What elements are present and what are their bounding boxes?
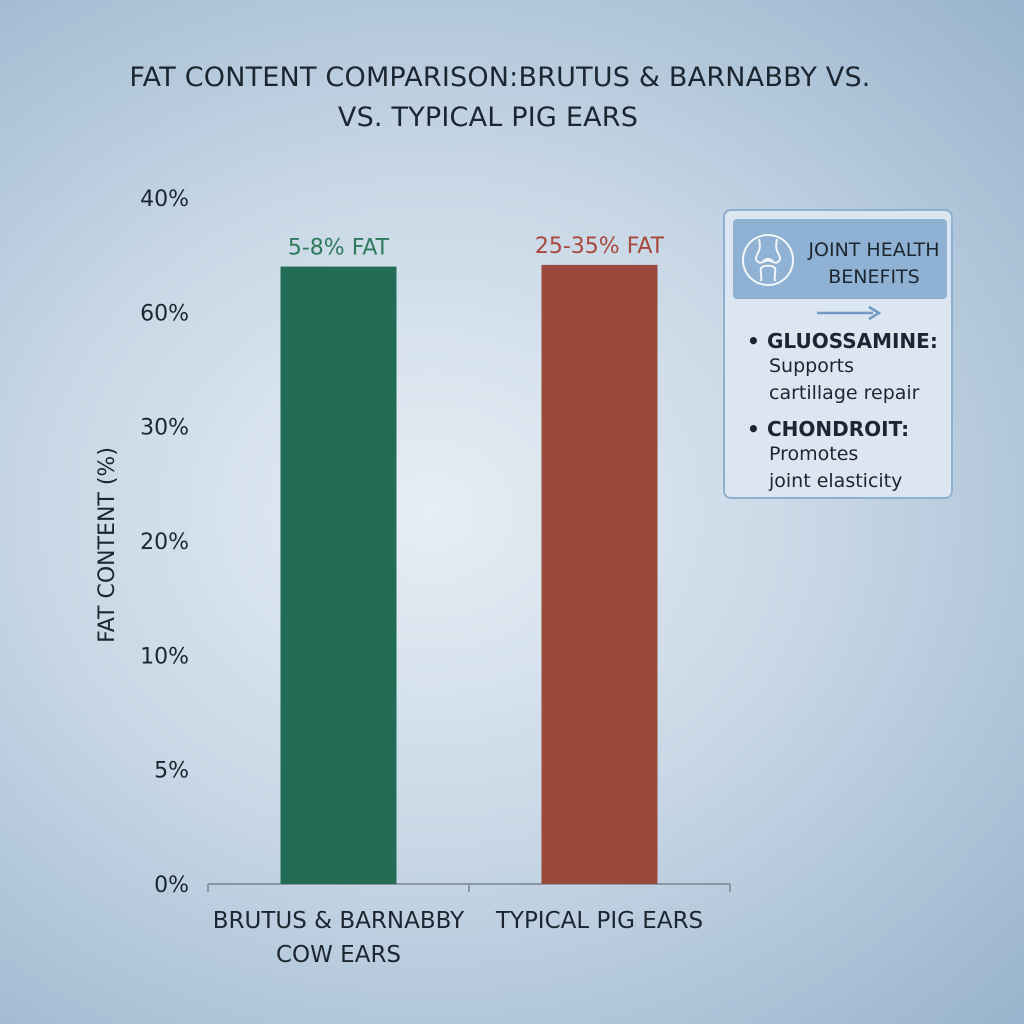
panel-title-line-1: JOINT HEALTH — [808, 239, 940, 261]
y-tick-label: 30% — [140, 416, 189, 441]
y-axis-ticks: 40% 60% 30% 20% 10% 5% 0% — [140, 187, 189, 898]
data-label: 25-35% FAT — [535, 234, 665, 259]
benefit-description-line: cartillage repair — [769, 382, 920, 404]
arrow-right-icon — [817, 305, 882, 321]
y-tick-label: 5% — [154, 759, 189, 784]
benefit-item: CHONDROIT: Promotes joint elasticity — [747, 417, 947, 495]
bar — [541, 264, 658, 884]
y-tick-label: 40% — [140, 187, 189, 212]
category-label: COW EARS — [276, 942, 401, 968]
joint-health-panel: JOINT HEALTH BENEFITS GLUOSSAMINE: Suppo… — [723, 209, 953, 499]
panel-header: JOINT HEALTH BENEFITS — [733, 219, 947, 299]
bars — [280, 264, 658, 885]
y-tick-label: 20% — [140, 530, 189, 555]
joint-icon — [742, 234, 794, 286]
benefit-description-line: Promotes — [769, 443, 859, 465]
panel-title: JOINT HEALTH BENEFITS — [803, 237, 945, 291]
category-label: BRUTUS & BARNABBY — [213, 908, 465, 934]
panel-title-line-2: BENEFITS — [828, 266, 920, 288]
benefit-description-line: Supports — [769, 355, 855, 377]
y-tick-label: 10% — [140, 644, 189, 669]
category-label: TYPICAL PIG EARS — [495, 908, 703, 934]
benefit-description: Supports cartillage repair — [769, 353, 947, 407]
benefit-item: GLUOSSAMINE: Supports cartillage repair — [747, 329, 947, 407]
y-tick-label: 0% — [154, 873, 189, 898]
benefit-description-line: joint elasticity — [769, 470, 903, 492]
benefit-description: Promotes joint elasticity — [769, 441, 947, 495]
benefit-name: GLUOSSAMINE: — [747, 329, 947, 353]
x-axis-tick-marks — [207, 884, 731, 892]
bar — [280, 266, 397, 885]
data-labels: 5-8% FAT 25-35% FAT — [288, 234, 665, 261]
y-axis-title: FAT CONTENT (%) — [95, 447, 120, 643]
chart-title-line-2: VS. TYPICAL PIG EARS — [337, 102, 639, 133]
category-labels: BRUTUS & BARNABBY COW EARS TYPICAL PIG EAR… — [213, 908, 703, 968]
benefit-name: CHONDROIT: — [747, 417, 947, 441]
data-label: 5-8% FAT — [288, 236, 390, 261]
y-tick-label: 60% — [140, 301, 189, 326]
chart-title-line-1: FAT CONTENT COMPARISON:BRUTUS & BARNABBY… — [129, 62, 871, 93]
